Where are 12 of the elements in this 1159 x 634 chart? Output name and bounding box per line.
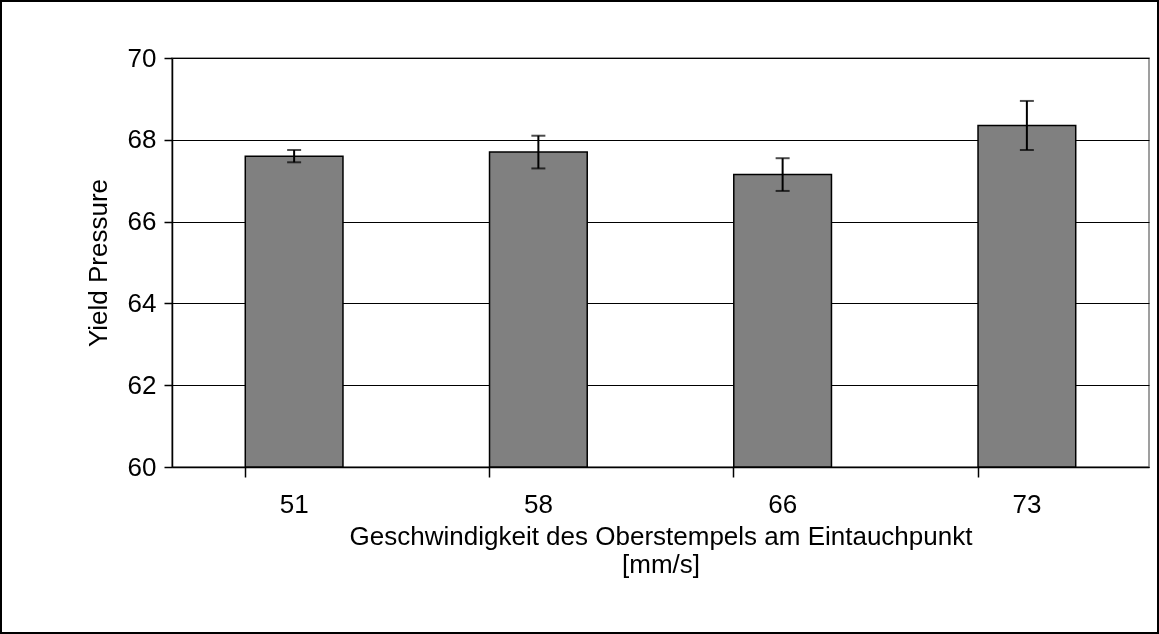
y-tick-label: 62 <box>127 369 157 400</box>
x-tick-label: 73 <box>1012 488 1042 519</box>
x-tick-label: 58 <box>523 488 553 519</box>
y-tick-label: 60 <box>127 451 157 482</box>
y-tick-label: 68 <box>127 124 157 155</box>
x-tick-label: 51 <box>279 488 309 519</box>
y-tick-label: 66 <box>127 206 157 237</box>
x-axis-title: Geschwindigkeit des Oberstempels am Eintauchpunkt [mm/s] <box>349 520 974 579</box>
y-tick-label: 64 <box>127 287 157 318</box>
y-axis-title: Yield Pressure <box>82 178 113 348</box>
y-tick-label: 70 <box>127 42 157 73</box>
x-tick-label: 66 <box>768 488 798 519</box>
